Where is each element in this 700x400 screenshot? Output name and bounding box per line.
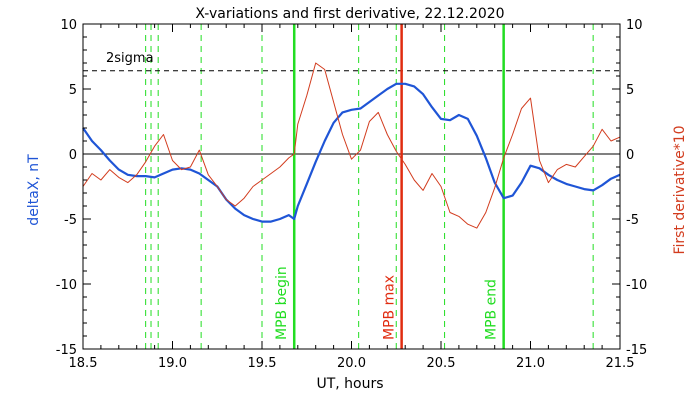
y-tick-label-left: 10 — [60, 18, 77, 33]
series-lines — [82, 62, 621, 229]
x-tick-label: 19.5 — [248, 356, 277, 371]
plot-frame — [82, 23, 621, 350]
y-tick-label-right: 5 — [626, 83, 634, 98]
mpb-end-label: MPB end — [484, 279, 500, 340]
labels: X-variations and first derivative, 22.12… — [26, 6, 688, 392]
mpb-begin-label: MPB begin — [274, 266, 290, 340]
x-tick-label: 19.0 — [158, 356, 187, 371]
y-tick-label-left: 5 — [69, 83, 77, 98]
y-tick-label-right: -15 — [626, 343, 647, 358]
deltax-line — [82, 82, 621, 223]
y-tick-label-right: -10 — [626, 278, 647, 293]
chart-title: X-variations and first derivative, 22.12… — [195, 6, 504, 22]
threshold-label: 2sigma — [106, 51, 154, 66]
y-tick-label-right: 10 — [626, 18, 643, 33]
y-tick-label-right: 0 — [626, 148, 634, 163]
x-tick-label: 20.0 — [337, 356, 366, 371]
x-tick-label: 20.5 — [427, 356, 456, 371]
x-axis-label: UT, hours — [316, 376, 383, 392]
y-tick-label-left: -5 — [64, 213, 77, 228]
derivative-line — [82, 62, 621, 229]
x-tick-label: 21.5 — [606, 356, 635, 371]
event-markers — [83, 24, 620, 349]
y-axis-label-right: First derivative*10 — [672, 125, 688, 254]
x-tick-label: 21.0 — [516, 356, 545, 371]
y-tick-label-left: 0 — [69, 148, 77, 163]
mpb-max-label: MPB max — [382, 275, 398, 340]
y-tick-label-right: -5 — [626, 213, 639, 228]
y-axis-label-left: deltaX, nT — [26, 154, 42, 226]
axes: 18.5 19.0 19.5 20.0 20.5 21.0 21.5 10 10 5 5 0 0 -5 -5… — [56, 18, 647, 371]
x-tick-label: 18.5 — [69, 356, 98, 371]
y-tick-label-left: -15 — [56, 343, 77, 358]
y-tick-label-left: -10 — [56, 278, 77, 293]
